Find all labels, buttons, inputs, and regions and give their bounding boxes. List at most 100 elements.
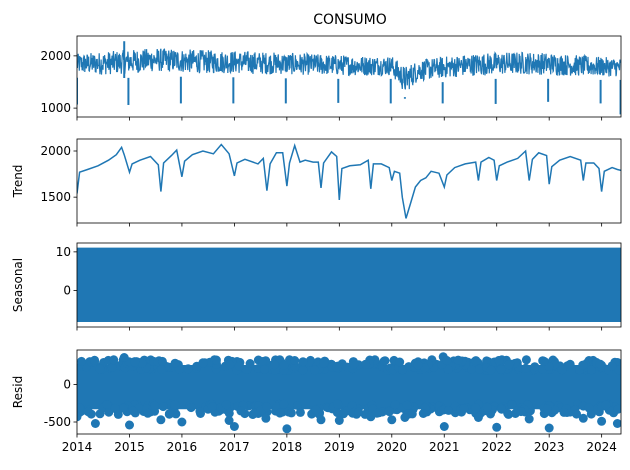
resid-outlier [494, 356, 504, 365]
y-axis-label: Trend [11, 165, 25, 199]
resid-point [521, 363, 531, 373]
seasonal-series [77, 247, 621, 322]
resid-point [584, 403, 594, 413]
panel-resid: -500 0 Resid 2014 2015 2016 2017 2018 2019 2020 20… [11, 349, 622, 454]
resid-outlier [413, 360, 423, 370]
x-tick-label: 2024 [586, 440, 617, 454]
resid-outlier [524, 414, 534, 424]
resid-point [110, 403, 120, 413]
resid-point [234, 361, 244, 371]
resid-point [298, 357, 308, 367]
resid-point [295, 407, 305, 417]
resid-point [165, 409, 174, 418]
resid-point [398, 365, 407, 375]
y-tick-label: 0 [63, 378, 71, 392]
resid-outlier [224, 416, 234, 425]
axes-frame [76, 242, 622, 328]
trend-line [77, 142, 621, 219]
resid-point [595, 359, 605, 369]
resid-point [384, 407, 394, 417]
resid-point [102, 400, 112, 409]
resid-point [471, 356, 481, 366]
resid-point [150, 401, 160, 411]
resid-outlier [473, 413, 483, 422]
resid-point [157, 365, 167, 375]
resid-point [471, 403, 481, 413]
x-tick-label: 2023 [534, 440, 565, 454]
resid-point [407, 409, 417, 419]
resid-point [286, 408, 296, 418]
resid-series [77, 352, 621, 434]
resid-point [77, 403, 84, 413]
resid-outlier [439, 422, 449, 431]
resid-outlier [90, 419, 100, 428]
resid-point [614, 365, 621, 375]
resid-point [225, 360, 235, 370]
resid-point [258, 357, 268, 366]
resid-point [90, 355, 100, 365]
resid-point [262, 402, 272, 412]
resid-point [418, 409, 428, 418]
resid-point [158, 402, 168, 412]
y-axis-label: Resid [11, 376, 25, 408]
y-tick-label: 10 [56, 245, 71, 259]
panel-observed: 1000 2000 [40, 35, 622, 121]
resid-point [332, 362, 342, 372]
resid-outlier [77, 412, 82, 422]
observed-series [77, 41, 621, 115]
resid-point [260, 364, 269, 374]
resid-outlier [125, 420, 134, 430]
x-tick-label: 2016 [167, 440, 198, 454]
resid-point [195, 407, 205, 416]
resid-outlier [578, 413, 588, 423]
resid-point [390, 400, 400, 410]
resid-point [444, 405, 454, 415]
resid-outlier [109, 355, 119, 365]
resid-outlier [387, 415, 397, 425]
resid-point [443, 364, 453, 374]
resid-point [270, 360, 279, 370]
resid-point [504, 360, 514, 370]
resid-outlier [442, 356, 452, 365]
axes-frame [76, 349, 622, 435]
resid-point [453, 355, 463, 365]
resid-point [211, 355, 221, 365]
resid-outlier [177, 417, 187, 427]
resid-point [279, 399, 289, 409]
resid-outlier [544, 423, 554, 433]
resid-point [83, 407, 93, 417]
resid-outlier [361, 359, 371, 369]
resid-point [333, 399, 343, 409]
resid-point [459, 404, 469, 413]
resid-outlier [245, 359, 255, 368]
resid-point [572, 409, 581, 419]
resid-point [207, 402, 217, 412]
resid-point [587, 365, 596, 375]
panel-seasonal: 0 10 Seasonal [11, 242, 622, 331]
resid-outlier [130, 357, 140, 367]
resid-point [279, 360, 289, 370]
resid-point [521, 355, 531, 365]
resid-point [497, 404, 507, 414]
resid-outlier [261, 413, 271, 423]
trend-series [77, 142, 621, 219]
x-tick-label: 2020 [377, 440, 408, 454]
resid-point [530, 362, 540, 372]
resid-point [275, 408, 285, 418]
resid-point [128, 406, 138, 416]
axes-frame [76, 138, 622, 224]
resid-point [542, 404, 552, 414]
x-tick-label: 2017 [219, 440, 250, 454]
resid-outlier [316, 415, 326, 425]
x-tick-label: 2015 [114, 440, 145, 454]
x-tick-label: 2022 [481, 440, 512, 454]
resid-point [349, 359, 359, 369]
resid-point [157, 356, 167, 366]
resid-point [475, 364, 484, 374]
seasonal-band [77, 247, 621, 322]
axes-frame [76, 35, 622, 118]
resid-point [380, 356, 390, 366]
panel-trend: 1500 2000 Trend [11, 138, 622, 227]
resid-outlier [539, 356, 549, 366]
